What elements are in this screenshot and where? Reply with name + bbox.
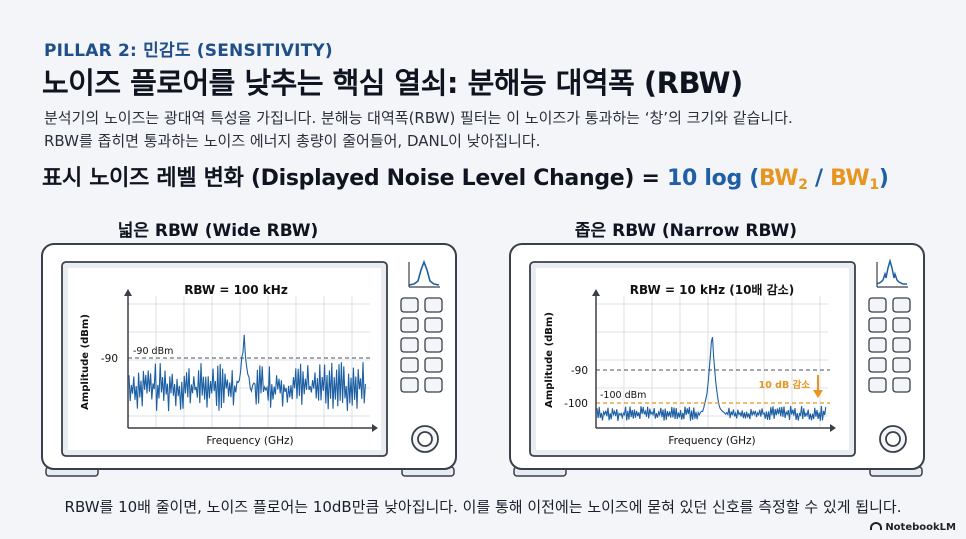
reduction-label: 10 dB 감소 xyxy=(759,379,811,391)
narrow-rbw-label: RBW = 10 kHz (10배 감소) xyxy=(630,282,794,297)
narrow-knob[interactable] xyxy=(879,425,907,453)
narrow-tick-100: -100 xyxy=(564,398,588,410)
narrow-button-grid[interactable] xyxy=(868,297,911,393)
brand-logo: NotebookLM xyxy=(870,522,956,533)
down-arrow-icon xyxy=(813,375,823,398)
formula-close: ) xyxy=(878,166,889,191)
narrow-level-label: -100 dBm xyxy=(600,390,646,401)
page-title: 노이즈 플로어를 낮추는 핵심 열쇠: 분해능 대역폭 (RBW) xyxy=(42,66,743,100)
formula-bw1: BW1 xyxy=(830,166,879,193)
wide-rbw-label: RBW = 100 kHz xyxy=(184,283,288,297)
wide-noise-trace xyxy=(128,334,366,412)
narrow-ylabel: Amplitude (dBm) xyxy=(544,312,555,408)
description-line-2: RBW를 좁히면 통과하는 노이즈 에너지 총량이 줄어들어, DANL이 낮아… xyxy=(44,132,541,150)
wide-knob[interactable] xyxy=(411,425,439,453)
formula-label: 표시 노이즈 레벨 변화 (Displayed Noise Level Chan… xyxy=(42,166,668,191)
wide-mini-trace-icon xyxy=(408,259,440,288)
narrow-xlabel: Frequency (GHz) xyxy=(668,435,755,447)
footer-text: RBW를 10배 줄이면, 노이즈 플로어는 10dB만큼 낮아집니다. 이를 … xyxy=(64,498,902,516)
notebooklm-icon xyxy=(870,522,883,530)
description-line-1: 분석기의 노이즈는 광대역 특성을 가집니다. 분해능 대역폭(RBW) 필터는… xyxy=(44,109,793,127)
wide-tick-90: -90 xyxy=(101,353,118,365)
formula-bw2: BW2 xyxy=(759,166,808,193)
wide-caption: 넓은 RBW (Wide RBW) xyxy=(117,221,319,241)
narrow-analyzer: RBW = 10 kHz (10배 감소) -100 dBm 10 dB 감소 … xyxy=(509,243,925,477)
wide-xlabel: Frequency (GHz) xyxy=(206,435,293,447)
narrow-mini-trace-icon xyxy=(876,258,908,288)
formula-slash: / xyxy=(807,166,831,191)
wide-button-grid[interactable] xyxy=(400,297,443,393)
narrow-noise-trace xyxy=(596,336,827,422)
wide-analyzer: RBW = 100 kHz -90 dBm -90 Frequency (GHz… xyxy=(41,243,457,477)
pillar-label: PILLAR 2: 민감도 (SENSITIVITY) xyxy=(44,41,333,61)
narrow-caption: 좁은 RBW (Narrow RBW) xyxy=(574,221,798,241)
narrow-tick-90: -90 xyxy=(571,365,588,377)
formula: 표시 노이즈 레벨 변화 (Displayed Noise Level Chan… xyxy=(42,160,889,193)
description: 분석기의 노이즈는 광대역 특성을 가집니다. 분해능 대역폭(RBW) 필터는… xyxy=(44,107,924,153)
wide-ylabel: Amplitude (dBm) xyxy=(80,314,91,410)
formula-log: 10 log ( xyxy=(667,166,760,191)
wide-level-label: -90 dBm xyxy=(133,346,173,357)
